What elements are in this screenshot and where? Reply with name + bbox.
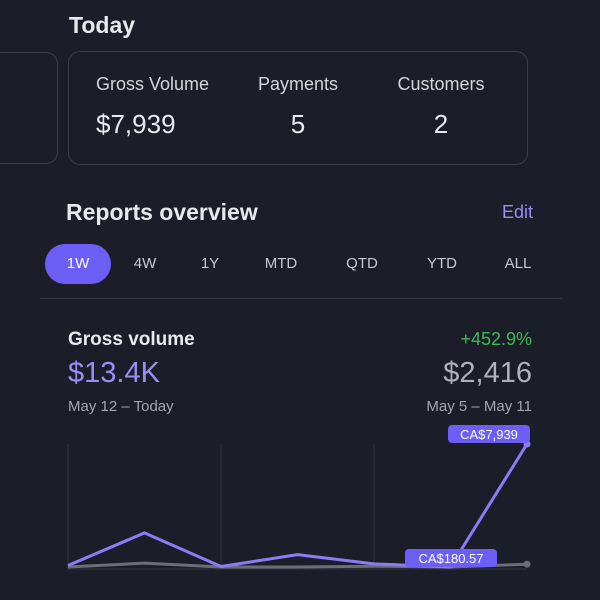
- chart-lines: [67, 443, 529, 569]
- customers-kpi: Customers 2: [391, 74, 491, 140]
- previous-period-line-end-point: [523, 560, 531, 568]
- tab-ytd[interactable]: YTD: [427, 255, 457, 272]
- reports-overview-title: Reports overview: [66, 199, 258, 225]
- gross-volume-label: Gross volume: [68, 329, 195, 350]
- tab-mtd[interactable]: MTD: [264, 255, 298, 272]
- payments-kpi-label: Payments: [257, 74, 339, 94]
- divider: [40, 298, 562, 299]
- previous-summary-card[interactable]: [0, 52, 58, 164]
- previous-date-range: May 5 – May 11: [426, 398, 532, 415]
- gross-volume-kpi: Gross Volume $7,939: [96, 74, 209, 140]
- tab-qtd[interactable]: QTD: [346, 255, 378, 272]
- today-title: Today: [69, 12, 136, 38]
- customers-kpi-value: 2: [433, 109, 449, 139]
- current-date-range: May 12 – Today: [68, 398, 174, 415]
- tab-all[interactable]: ALL: [504, 255, 532, 272]
- previous-value-tag-text: CA$180.57: [418, 551, 483, 566]
- current-period-line: [67, 443, 529, 569]
- gross-volume-kpi-value: $7,939: [96, 109, 176, 139]
- payments-kpi: Payments 5: [256, 74, 340, 140]
- chart-grid: [67, 444, 527, 570]
- current-value-tag-text: CA$7,939: [460, 427, 518, 442]
- edit-button[interactable]: Edit: [501, 202, 533, 222]
- current-value-tag: CA$7,939: [448, 425, 530, 443]
- today-summary-card[interactable]: Gross Volume $7,939 Payments 5 Customers…: [68, 51, 528, 165]
- previous-value-tag-bg: [405, 549, 497, 567]
- previous-value-tag: CA$180.57: [405, 549, 497, 567]
- gross-volume-value: $13.4K: [68, 357, 160, 389]
- current-value-tag-bg: [448, 425, 530, 443]
- previous-gross-volume-value: $2,416: [443, 357, 532, 389]
- tab-4w[interactable]: 4W: [133, 255, 157, 272]
- period-tabs: 1W 4W 1Y MTD QTD YTD ALL: [0, 244, 600, 284]
- tab-1w[interactable]: 1W: [45, 244, 111, 284]
- gross-volume-kpi-label: Gross Volume: [96, 74, 210, 94]
- tab-1y[interactable]: 1Y: [200, 255, 220, 272]
- payments-kpi-value: 5: [290, 109, 306, 139]
- gross-volume-change: +452.9%: [460, 329, 532, 349]
- customers-kpi-label: Customers: [397, 74, 485, 94]
- gross-volume-chart[interactable]: CA$7,939 CA$180.57: [0, 420, 600, 600]
- chart-points: [523, 440, 531, 568]
